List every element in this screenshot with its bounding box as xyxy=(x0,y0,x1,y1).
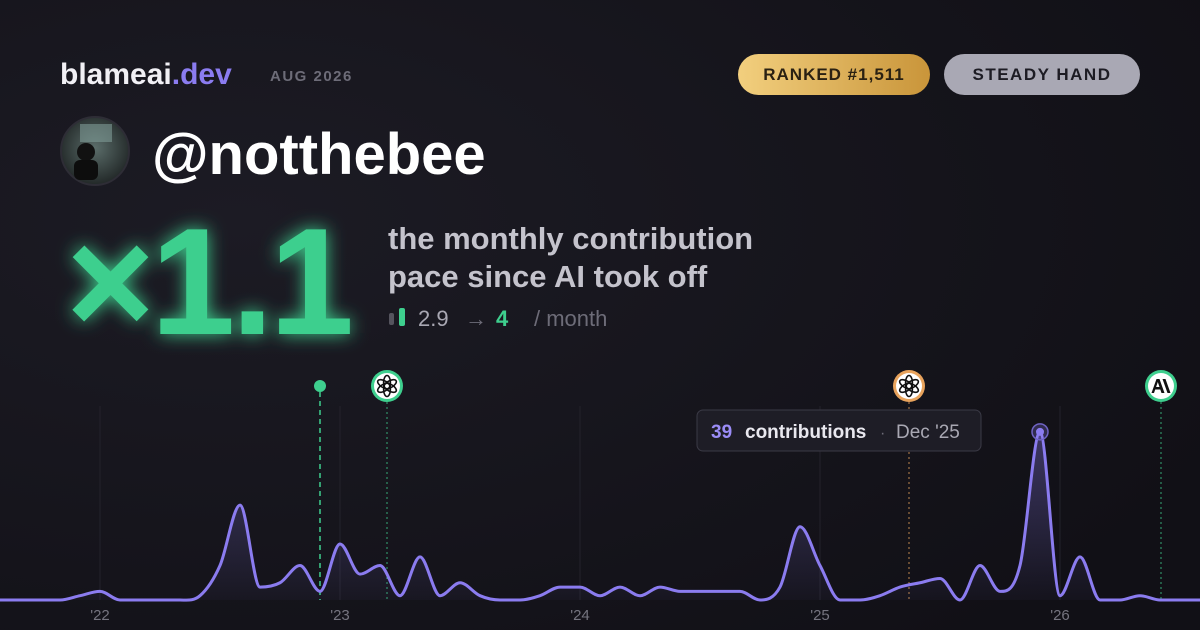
line xyxy=(0,430,1200,602)
tooltip-date: Dec '25 xyxy=(896,422,960,443)
event-dot xyxy=(314,380,326,392)
description-line: pace since AI took off xyxy=(388,259,708,294)
event-icon xyxy=(893,370,925,402)
brand-suffix: .dev xyxy=(172,58,232,91)
icon-face xyxy=(374,373,400,399)
chart: '22 '23 '24 '25 '26 39 contributions · Dec '25 xyxy=(0,370,1200,624)
rank-badge xyxy=(738,54,930,95)
icon-glyph xyxy=(1151,379,1171,393)
arrow: → xyxy=(465,306,487,331)
event-icon xyxy=(1145,370,1177,402)
style-badge xyxy=(944,54,1140,95)
x-tick-label: '23 xyxy=(330,607,350,624)
before-value: 2.9 xyxy=(418,306,449,331)
description-line: the monthly contribution xyxy=(388,221,753,256)
tooltip-label: contributions xyxy=(745,422,866,443)
icon-face xyxy=(896,373,922,399)
x-tick-label: '26 xyxy=(1050,607,1070,624)
tooltip-box xyxy=(696,409,982,452)
unit: / month xyxy=(534,306,607,331)
icon-petal xyxy=(898,378,914,390)
rank-text: RANKED #1,511 xyxy=(763,65,905,84)
icon-petal xyxy=(376,378,392,390)
x-tick-label: '22 xyxy=(90,607,110,624)
bar-icon xyxy=(399,308,405,326)
x-tick-label: '24 xyxy=(570,607,590,624)
x-tick-label: '25 xyxy=(810,607,830,624)
avatar xyxy=(60,116,130,186)
bar-icon xyxy=(389,313,394,325)
after-value: 4 xyxy=(496,306,509,331)
event-icon xyxy=(371,370,403,402)
tooltip-value: 39 xyxy=(711,422,732,443)
brand-name: blameai xyxy=(60,58,172,91)
multiplier: ×1.1 xyxy=(66,197,351,367)
area xyxy=(0,431,1200,601)
brand: blameai.dev xyxy=(60,58,232,91)
date: AUG 2026 xyxy=(270,68,353,85)
highlight-dot xyxy=(1036,427,1044,436)
tooltip-separator: · xyxy=(880,425,885,442)
username: @notthebee xyxy=(152,122,486,187)
style-text: STEADY HAND xyxy=(973,65,1112,84)
